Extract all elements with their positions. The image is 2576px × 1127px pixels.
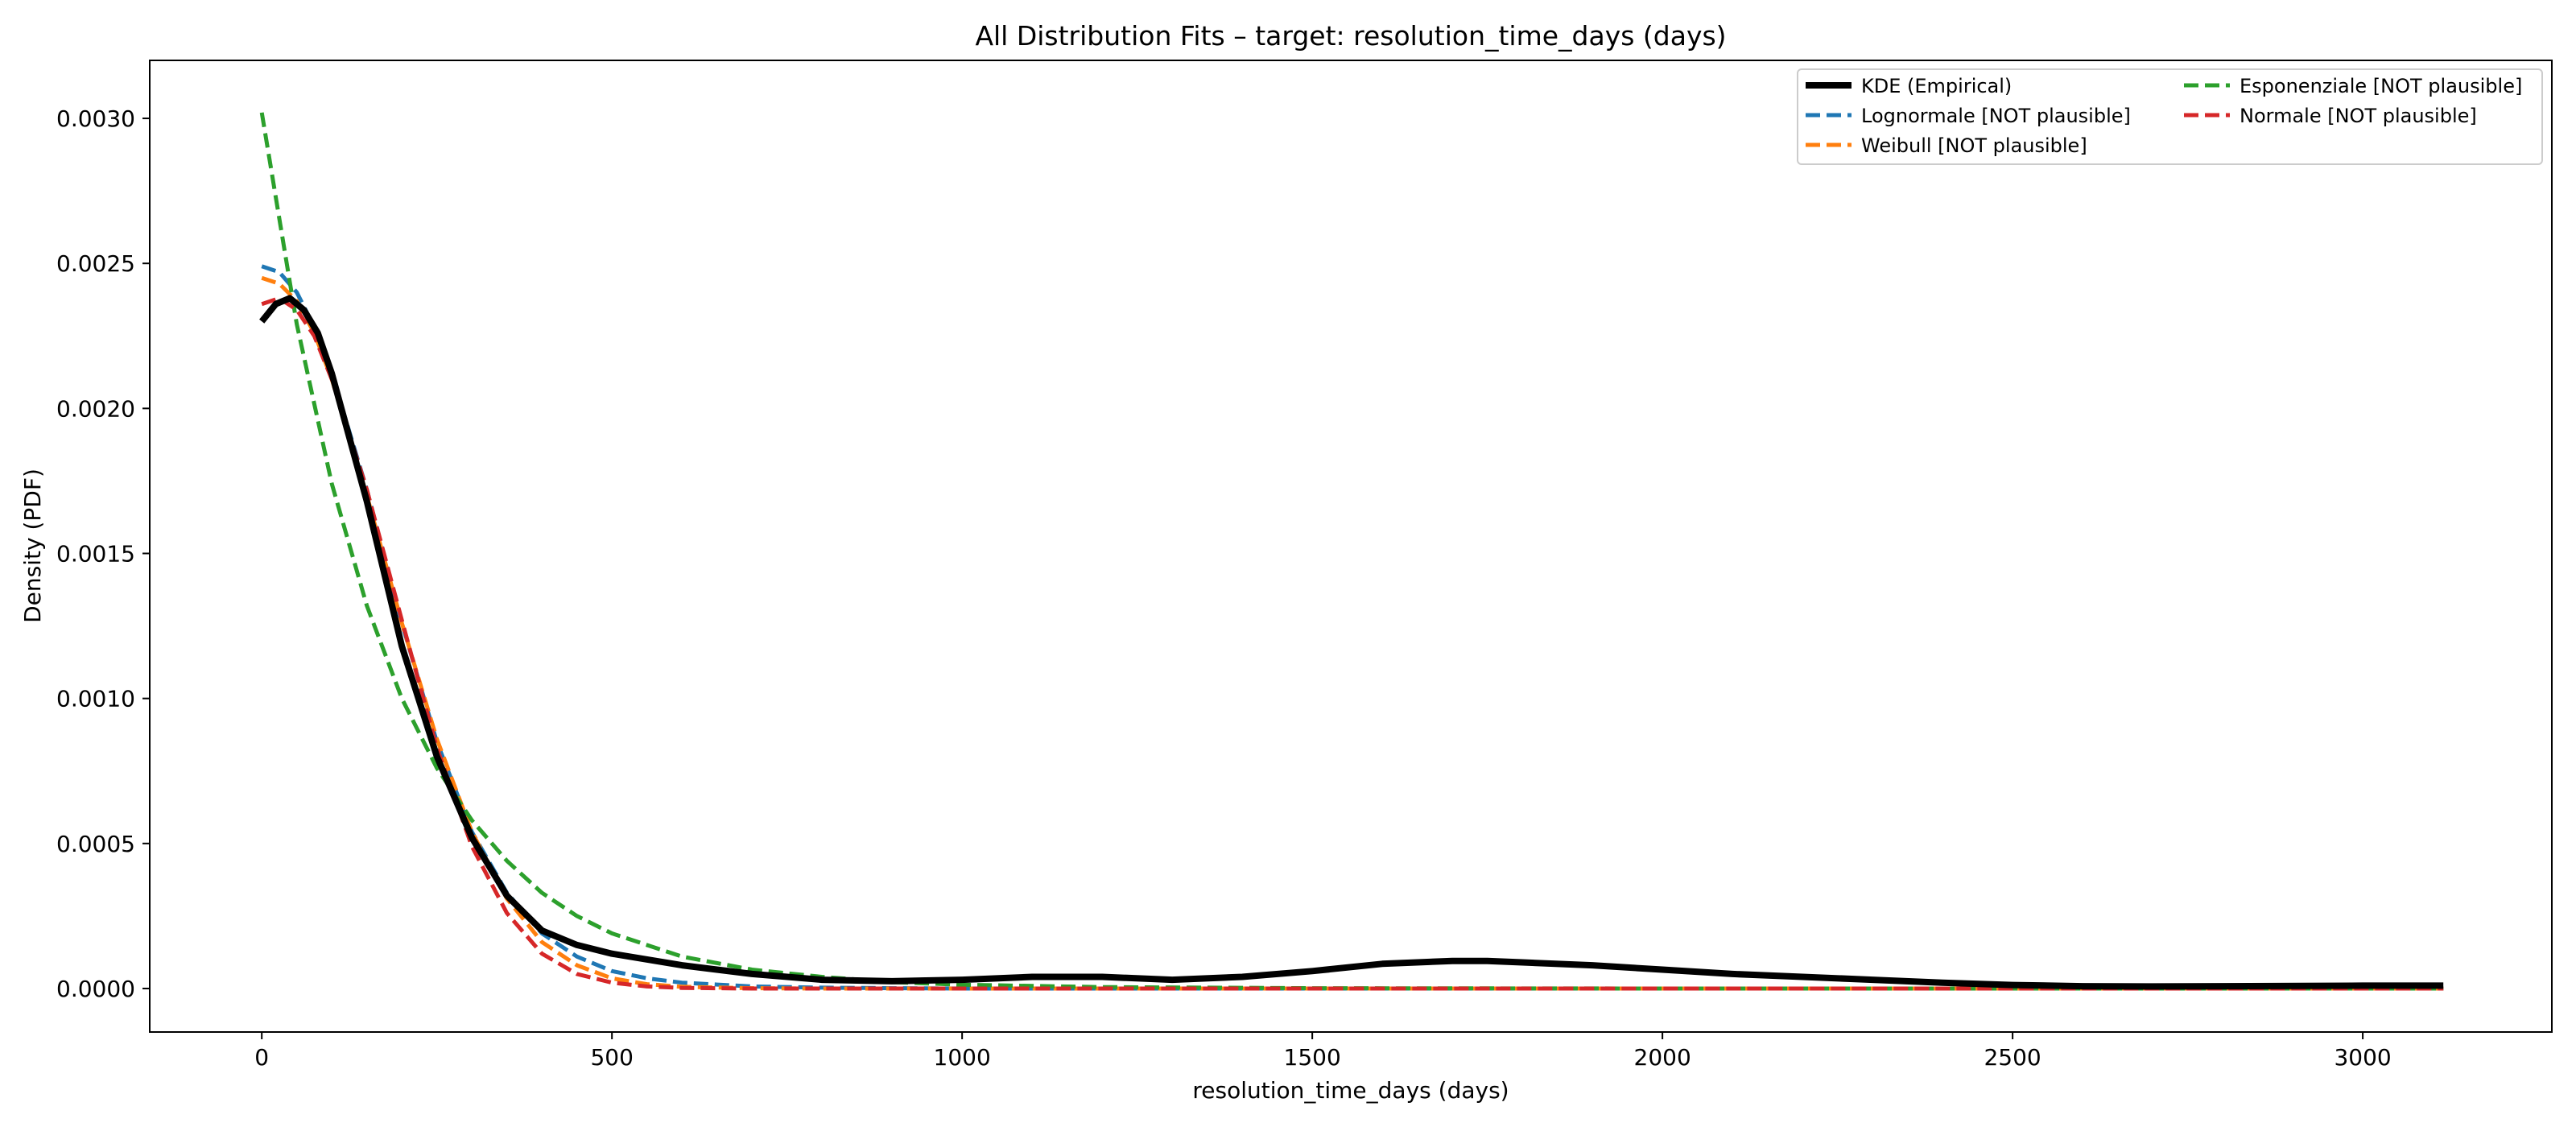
plot-frame: [149, 60, 2553, 1033]
y-tick-label: 0.0005: [56, 831, 135, 857]
y-tick-label: 0.0015: [56, 541, 135, 568]
x-tick-label: 1000: [934, 1044, 991, 1071]
y-axis: 0.0000 0.0005 0.0010 0.0015 0.0020 0.0025 0.00…: [56, 105, 150, 1002]
x-tick-label: 500: [590, 1044, 633, 1071]
x-tick-label: 0: [254, 1044, 269, 1071]
legend-box: [1797, 68, 2543, 165]
y-tick-label: 0.0010: [56, 686, 135, 712]
legend-label: Normale [NOT plausible]: [2240, 105, 2477, 127]
series-layer: [259, 112, 2444, 991]
y-tick-label: 0.0025: [56, 250, 135, 277]
y-tick-label: 0.0030: [56, 105, 135, 132]
series-line-4: [261, 295, 2444, 991]
legend: KDE (Empirical) Lognormale [NOT plausible…: [1797, 68, 2543, 165]
x-axis: 0 500 1000 1500 2000 2500 3000: [254, 1032, 2392, 1071]
legend-label: Lognormale [NOT plausible]: [1861, 105, 2131, 127]
chart-title: All Distribution Fits – target: resoluti…: [975, 20, 1726, 52]
series-line-0: [259, 295, 2444, 990]
legend-label: KDE (Empirical): [1861, 75, 2012, 97]
x-axis-label: resolution_time_days (days): [1192, 1077, 1509, 1104]
plot-area: [149, 60, 2553, 1033]
y-tick-label: 0.0000: [56, 976, 135, 1002]
legend-label: Weibull [NOT plausible]: [1861, 134, 2087, 157]
x-tick-label: 2500: [1984, 1044, 2041, 1071]
y-tick-label: 0.0020: [56, 395, 135, 422]
x-tick-label: 3000: [2334, 1044, 2391, 1071]
legend-label: Esponenziale [NOT plausible]: [2240, 75, 2522, 97]
y-axis-label: Density (PDF): [19, 469, 46, 623]
x-tick-label: 2000: [1634, 1044, 1691, 1071]
x-tick-label: 1500: [1284, 1044, 1341, 1071]
